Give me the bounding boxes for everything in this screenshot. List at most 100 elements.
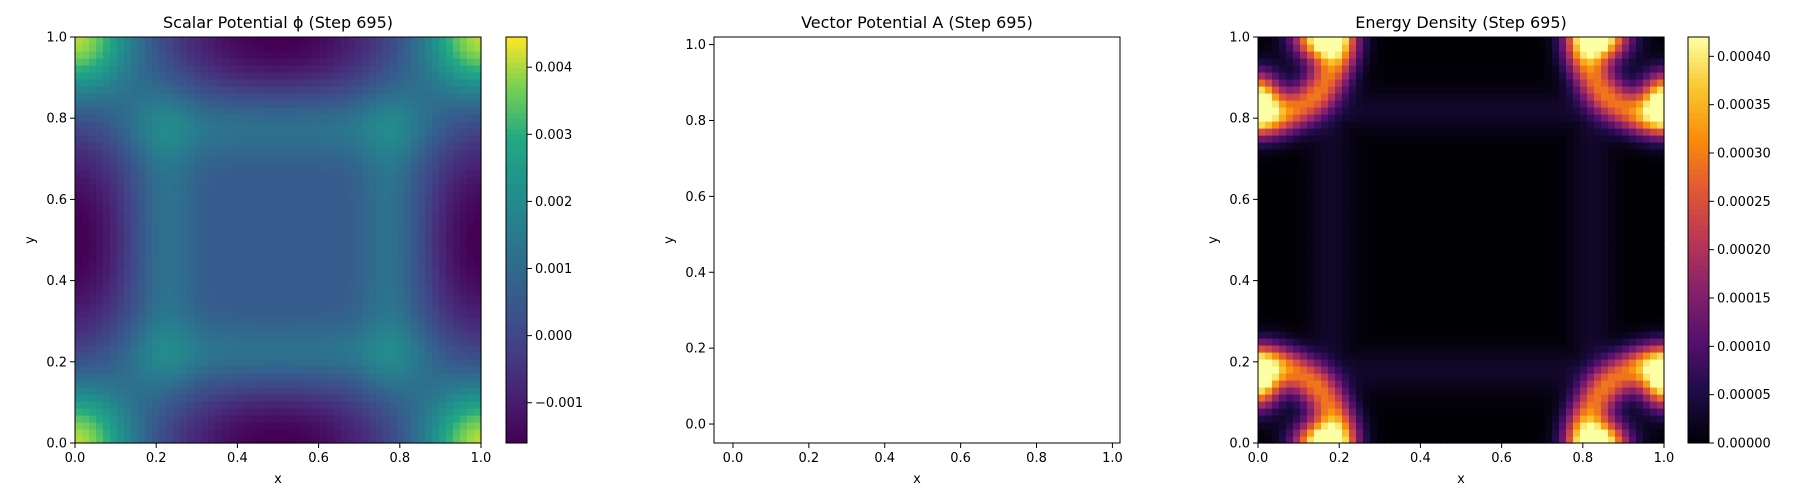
heatmap-cell [236,352,244,360]
heatmap-cell [376,275,384,283]
heatmap-cell [1370,226,1378,234]
heatmap-cell [383,394,391,402]
heatmap-cell [341,331,349,339]
heatmap-cell [285,72,293,80]
heatmap-cell [1258,128,1266,136]
heatmap-cell [117,247,125,255]
heatmap-cell [243,380,251,388]
heatmap-cell [348,44,356,52]
heatmap-cell [376,338,384,346]
heatmap-cell [145,324,153,332]
heatmap-cell [362,352,370,360]
heatmap-cell [1391,289,1399,297]
heatmap-cell [152,338,160,346]
heatmap-cell [152,387,160,395]
heatmap-cell [166,65,174,73]
heatmap-cell [1265,359,1273,367]
heatmap-cell [257,156,265,164]
heatmap-cell [222,296,230,304]
heatmap-cell [1286,296,1294,304]
heatmap-cell [1279,170,1287,178]
heatmap-cell [460,72,468,80]
heatmap-cell [110,436,118,444]
heatmap-cell [278,205,286,213]
heatmap-cell [1349,261,1357,269]
heatmap-cell [320,317,328,325]
heatmap-cell [425,177,433,185]
heatmap-cell [1356,163,1364,171]
heatmap-cell [271,184,279,192]
heatmap-cell [215,100,223,108]
heatmap-cell [166,79,174,87]
heatmap-cell [1321,107,1329,115]
heatmap-cell [1433,282,1441,290]
heatmap-cell [383,65,391,73]
heatmap-cell [1300,310,1308,318]
heatmap-cell [1321,436,1329,444]
heatmap-cell [1300,114,1308,122]
heatmap-cell [446,170,454,178]
heatmap-cell [145,373,153,381]
heatmap-cell [313,219,321,227]
heatmap-cell [453,212,461,220]
heatmap-cell [1384,100,1392,108]
heatmap-cell [1384,387,1392,395]
heatmap-cell [460,86,468,94]
heatmap-cell [243,366,251,374]
heatmap-cell [166,401,174,409]
heatmap-cell [446,359,454,367]
heatmap-cell [96,177,104,185]
heatmap-cell [460,37,468,45]
heatmap-cell [89,436,97,444]
heatmap-cell [313,275,321,283]
heatmap-cell [222,436,230,444]
heatmap-cell [124,135,132,143]
heatmap-cell [1272,380,1280,388]
heatmap-cell [376,394,384,402]
heatmap-cell [257,254,265,262]
heatmap-cell [299,408,307,416]
heatmap-cell [89,296,97,304]
heatmap-cell [145,254,153,262]
heatmap-cell [376,240,384,248]
heatmap-cell [1363,86,1371,94]
heatmap-cell [460,408,468,416]
heatmap-cell [180,135,188,143]
heatmap-cell [159,58,167,66]
heatmap-cell [320,359,328,367]
heatmap-cell [1370,142,1378,150]
colorbar-segment [506,108,527,114]
heatmap-cell [425,422,433,430]
heatmap-cell [418,93,426,101]
heatmap-cell [1258,289,1266,297]
heatmap-cell [138,282,146,290]
heatmap-cell [243,37,251,45]
heatmap-cell [124,233,132,241]
heatmap-cell [376,429,384,437]
heatmap-cell [411,44,419,52]
heatmap-cell [1405,51,1413,59]
heatmap-cell [131,58,139,66]
heatmap-cell [1293,219,1301,227]
heatmap-cell [1321,268,1329,276]
heatmap-cell [152,44,160,52]
heatmap-cell [1349,310,1357,318]
heatmap-cell [201,93,209,101]
heatmap-cell [1391,114,1399,122]
heatmap-cell [1342,156,1350,164]
heatmap-cell [383,247,391,255]
heatmap-cell [250,275,258,283]
heatmap-cell [292,240,300,248]
y-tick-label: 0.2 [46,355,67,370]
heatmap-cell [292,408,300,416]
heatmap-cell [75,37,83,45]
heatmap-cell [369,93,377,101]
heatmap-cell [467,324,475,332]
heatmap-cell [1398,394,1406,402]
heatmap-cell [1363,310,1371,318]
heatmap-cell [1419,51,1427,59]
heatmap-cell [222,184,230,192]
heatmap-cell [467,415,475,423]
heatmap-cell [1363,282,1371,290]
heatmap-cell [138,310,146,318]
